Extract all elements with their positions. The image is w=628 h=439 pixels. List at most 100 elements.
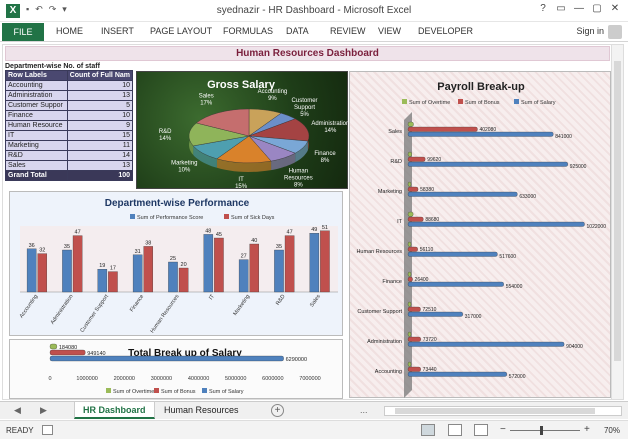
redo-icon[interactable]: ↷	[48, 4, 57, 14]
tab-home[interactable]: HOME	[56, 26, 83, 36]
tab-human-resources[interactable]: Human Resources	[164, 405, 239, 415]
save-icon[interactable]: ▪	[26, 4, 30, 14]
pivot-total-count[interactable]: 100	[66, 170, 134, 181]
bar	[62, 249, 72, 293]
bar	[49, 355, 284, 362]
total-salary-chart[interactable]: Total Break up of Salary 184080 949140 6290…	[9, 339, 343, 399]
data-label: 49	[311, 227, 317, 233]
pivot-row-count[interactable]: 10	[66, 110, 134, 121]
bar	[407, 251, 498, 257]
horizontal-scrollbar[interactable]	[384, 406, 622, 416]
sign-in-link[interactable]: Sign in	[576, 26, 604, 36]
legend-swatch	[224, 214, 229, 219]
ribbon-display-icon[interactable]: ▭	[556, 3, 566, 14]
pivot-row-label[interactable]: Customer Suppor	[5, 100, 68, 111]
horizontal-scroll-thumb[interactable]	[395, 408, 595, 414]
customize-icon[interactable]: ▾	[62, 4, 67, 14]
pivot-row-label[interactable]: R&D	[5, 150, 68, 161]
bar	[407, 216, 424, 222]
pivot-header-label[interactable]: Row Labels	[5, 70, 68, 81]
pivot-row-count[interactable]: 14	[66, 150, 134, 161]
pivot-row-count[interactable]: 5	[66, 100, 134, 111]
avatar[interactable]	[608, 25, 622, 39]
pie-label: Administration 14%	[311, 121, 349, 134]
performance-chart[interactable]: Department-wise Performance Sum of Perfor…	[9, 191, 343, 336]
bar	[238, 259, 249, 293]
pivot-row-count[interactable]: 11	[66, 140, 134, 151]
pivot-row-label[interactable]: Sales	[5, 160, 68, 171]
data-label: 40	[251, 238, 257, 244]
performance-svg: Department-wise Performance Sum of Perfor…	[19, 198, 338, 334]
tab-data[interactable]: DATA	[286, 26, 309, 36]
chart-title: Total Break up of Salary	[128, 348, 242, 359]
pivot-row-count[interactable]: 13	[66, 160, 134, 171]
vertical-scrollbar[interactable]	[611, 45, 623, 399]
next-sheet-icon[interactable]: ▶	[40, 405, 47, 415]
category-label: Administration	[367, 339, 402, 345]
quick-access-toolbar[interactable]: ▪ ↶ ↷ ▾	[26, 4, 73, 15]
more-sheets-icon[interactable]: ...	[360, 405, 368, 415]
tab-file[interactable]: FILE	[2, 23, 44, 41]
bar	[97, 269, 108, 293]
tab-view[interactable]: VIEW	[378, 26, 402, 36]
excel-logo-icon: X	[6, 4, 20, 18]
tab-page-layout[interactable]: PAGE LAYOUT	[150, 26, 213, 36]
vertical-scroll-thumb[interactable]	[614, 61, 621, 361]
pivot-table[interactable]: Row Labels Count of Full Nam Accounting 1…	[5, 70, 134, 181]
macro-record-icon[interactable]	[42, 425, 53, 435]
pivot-row-label[interactable]: Human Resource	[5, 120, 68, 131]
bar	[214, 237, 224, 293]
zoom-level[interactable]: 70%	[603, 426, 620, 435]
zoom-slider-thumb[interactable]	[540, 426, 543, 435]
pivot-row-count[interactable]: 10	[66, 80, 134, 91]
pivot-row-label[interactable]: Finance	[5, 110, 68, 121]
bar	[407, 311, 463, 317]
pivot-row-label[interactable]: Administration	[5, 90, 68, 101]
undo-icon[interactable]: ↶	[35, 4, 43, 14]
zoom-out-button[interactable]: −	[500, 424, 506, 435]
bar	[407, 306, 421, 312]
zoom-in-button[interactable]: +	[584, 424, 590, 435]
data-label: 36	[29, 243, 35, 249]
page-layout-view-button[interactable]	[448, 424, 462, 436]
pivot-row-label[interactable]: IT	[5, 130, 68, 141]
pivot-row-count[interactable]: 13	[66, 90, 134, 101]
pivot-total-label[interactable]: Grand Total	[5, 170, 68, 181]
pivot-row-count[interactable]: 9	[66, 120, 134, 131]
maximize-icon[interactable]: ▢	[592, 3, 602, 14]
tab-developer[interactable]: DEVELOPER	[418, 26, 474, 36]
payroll-chart[interactable]: Payroll Break-up Sum of Overtime Sum of Bo…	[349, 71, 611, 398]
minimize-icon[interactable]: —	[574, 3, 584, 14]
tab-insert[interactable]: INSERT	[101, 26, 134, 36]
tab-hr-dashboard[interactable]: HR Dashboard	[74, 402, 155, 419]
add-sheet-button[interactable]: +	[271, 404, 284, 417]
data-label: 45	[216, 232, 222, 238]
pivot-row-label[interactable]: Accounting	[5, 80, 68, 91]
pivot-row-count[interactable]: 15	[66, 130, 134, 141]
pivot-row-label[interactable]: Marketing	[5, 140, 68, 151]
data-label: 1022000	[587, 224, 607, 230]
tick-label: 5000000	[225, 376, 246, 382]
tab-review[interactable]: REVIEW	[330, 26, 366, 36]
chart-title: Gross Salary	[207, 79, 276, 91]
help-icon[interactable]: ?	[540, 3, 546, 14]
pie-slice	[195, 108, 250, 137]
prev-sheet-icon[interactable]: ◀	[14, 405, 21, 415]
legend-swatch	[458, 99, 463, 104]
zoom-slider[interactable]	[510, 430, 580, 431]
category-label: Administration	[50, 294, 75, 326]
gross-salary-chart[interactable]: Gross Salary Accounting 9% Customer Support 5…	[136, 71, 349, 190]
category-label: Finance	[382, 279, 402, 285]
worksheet[interactable]: Human Resources Dashboard Department-wis…	[2, 44, 624, 400]
data-label: 35	[64, 244, 70, 250]
category-label: Accounting	[375, 369, 402, 375]
normal-view-button[interactable]	[421, 424, 435, 436]
pie-label: Human Resources 8%	[284, 168, 313, 188]
pivot-header-count[interactable]: Count of Full Nam	[66, 70, 134, 81]
data-label: 841000	[555, 134, 572, 140]
bar	[320, 230, 330, 293]
pie-slice	[216, 135, 272, 164]
close-icon[interactable]: ✕	[610, 3, 620, 14]
tab-formulas[interactable]: FORMULAS	[223, 26, 274, 36]
page-break-view-button[interactable]	[474, 424, 488, 436]
